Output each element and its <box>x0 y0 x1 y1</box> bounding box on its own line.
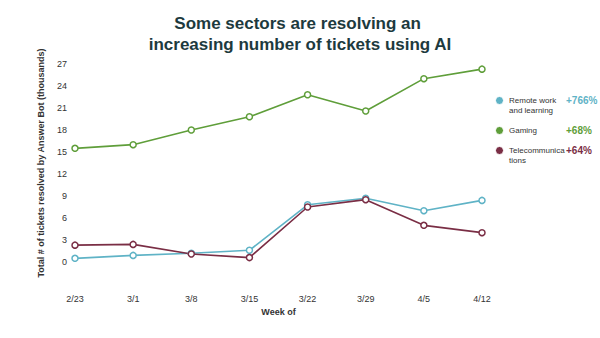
svg-text:and learning: and learning <box>509 106 553 115</box>
svg-text:9: 9 <box>62 191 67 201</box>
svg-text:24: 24 <box>57 81 67 91</box>
svg-text:0: 0 <box>62 257 67 267</box>
svg-text:12: 12 <box>57 169 67 179</box>
svg-text:Remote work: Remote work <box>509 96 558 105</box>
svg-text:3/15: 3/15 <box>241 294 259 304</box>
svg-text:Week of: Week of <box>261 307 296 317</box>
svg-text:+766%: +766% <box>566 95 598 106</box>
svg-text:3/8: 3/8 <box>185 294 198 304</box>
svg-text:Some sectors are resolving an: Some sectors are resolving an <box>174 14 425 33</box>
svg-text:Total # of tickets resolved by: Total # of tickets resolved by Answer Bo… <box>36 48 46 277</box>
svg-text:+68%: +68% <box>566 125 592 136</box>
svg-text:4/12: 4/12 <box>473 294 491 304</box>
svg-text:4/5: 4/5 <box>418 294 431 304</box>
svg-text:3/1: 3/1 <box>127 294 140 304</box>
svg-text:3: 3 <box>62 235 67 245</box>
svg-text:6: 6 <box>62 213 67 223</box>
svg-text:15: 15 <box>57 147 67 157</box>
svg-text:27: 27 <box>57 59 67 69</box>
svg-text:+64%: +64% <box>566 145 592 156</box>
svg-text:tions: tions <box>509 156 526 165</box>
svg-text:21: 21 <box>57 103 67 113</box>
svg-text:2/23: 2/23 <box>66 294 84 304</box>
svg-text:18: 18 <box>57 125 67 135</box>
svg-text:Gaming: Gaming <box>509 126 537 135</box>
svg-text:Telecommunica: Telecommunica <box>509 146 565 155</box>
svg-text:3/29: 3/29 <box>357 294 375 304</box>
svg-text:increasing number of tickets u: increasing number of tickets using AI <box>149 35 452 54</box>
svg-text:3/22: 3/22 <box>299 294 317 304</box>
